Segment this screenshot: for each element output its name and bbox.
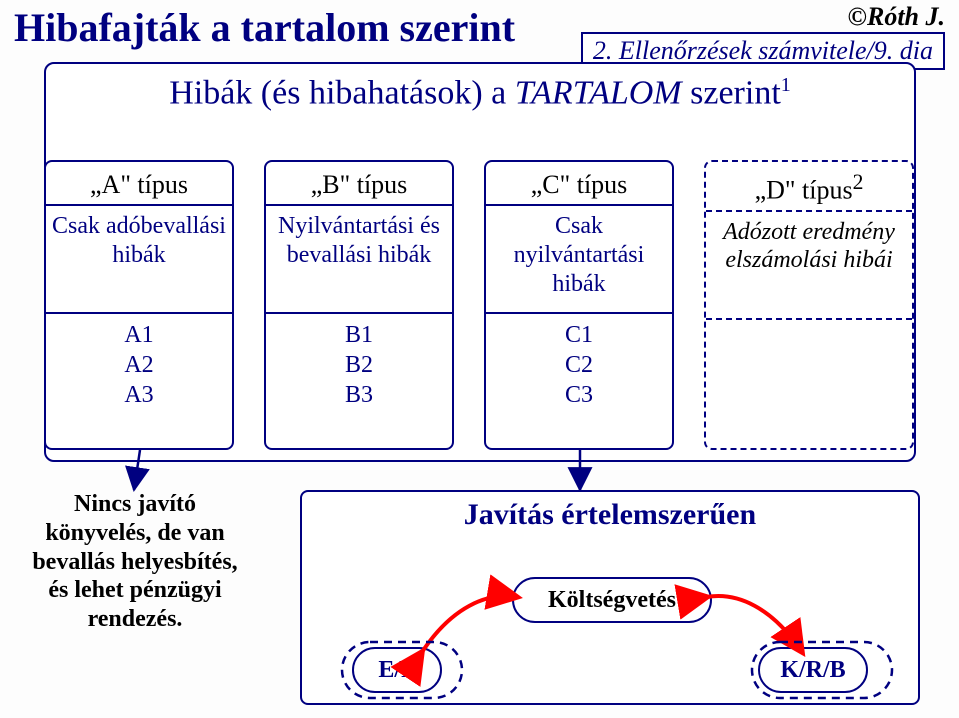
note-text: Nincs javító könyvelés, de van bevallás … <box>30 490 240 634</box>
type-header: „D" típus2 <box>706 162 912 212</box>
page-title: Hibafajták a tartalom szerint <box>14 4 515 51</box>
code-item: C1 <box>490 320 668 350</box>
pill-center: Költségvetés <box>512 577 712 623</box>
code-item: A1 <box>50 320 228 350</box>
code-item: B1 <box>270 320 448 350</box>
type-desc: Adózott eredmény elszámolási hibái <box>706 212 912 320</box>
main-heading: Hibák (és hibahatások) a TARTALOM szerin… <box>46 74 914 112</box>
type-box-c: „C" típus Csak nyilvántartási hibák C1 C… <box>484 160 674 450</box>
heading-suffix: szerint <box>682 74 781 111</box>
code-item: A3 <box>50 380 228 410</box>
type-codes <box>706 320 912 332</box>
code-item: C3 <box>490 380 668 410</box>
heading-superscript: 1 <box>781 74 791 96</box>
type-header-sup: 2 <box>853 170 864 194</box>
bottom-diagram: Javítás értelemszerűen Költségvetés E/F … <box>300 490 920 705</box>
type-codes: B1 B2 B3 <box>266 314 452 416</box>
type-codes: C1 C2 C3 <box>486 314 672 416</box>
type-box-d: „D" típus2 Adózott eredmény elszámolási … <box>704 160 914 450</box>
heading-prefix: Hibák (és hibahatások) a <box>169 74 515 111</box>
type-header: „B" típus <box>266 162 452 206</box>
type-header-text: „D" típus <box>755 176 853 205</box>
type-box-a: „A" típus Csak adóbevallási hibák A1 A2 … <box>44 160 234 450</box>
type-desc: Csak nyilvántartási hibák <box>486 206 672 314</box>
pill-right: K/R/B <box>758 647 868 693</box>
type-box-b: „B" típus Nyilvántartási és bevallási hi… <box>264 160 454 450</box>
type-desc: Csak adóbevallási hibák <box>46 206 232 314</box>
code-item: B2 <box>270 350 448 380</box>
type-header: „C" típus <box>486 162 672 206</box>
credit-label: ©Róth J. <box>848 2 945 32</box>
type-header: „A" típus <box>46 162 232 206</box>
code-item: A2 <box>50 350 228 380</box>
type-desc: Nyilvántartási és bevallási hibák <box>266 206 452 314</box>
heading-italic: TARTALOM <box>515 74 682 111</box>
code-item: C2 <box>490 350 668 380</box>
bottom-title: Javítás értelemszerűen <box>302 498 918 532</box>
type-codes: A1 A2 A3 <box>46 314 232 416</box>
pill-left: E/F <box>352 647 442 693</box>
code-item: B3 <box>270 380 448 410</box>
